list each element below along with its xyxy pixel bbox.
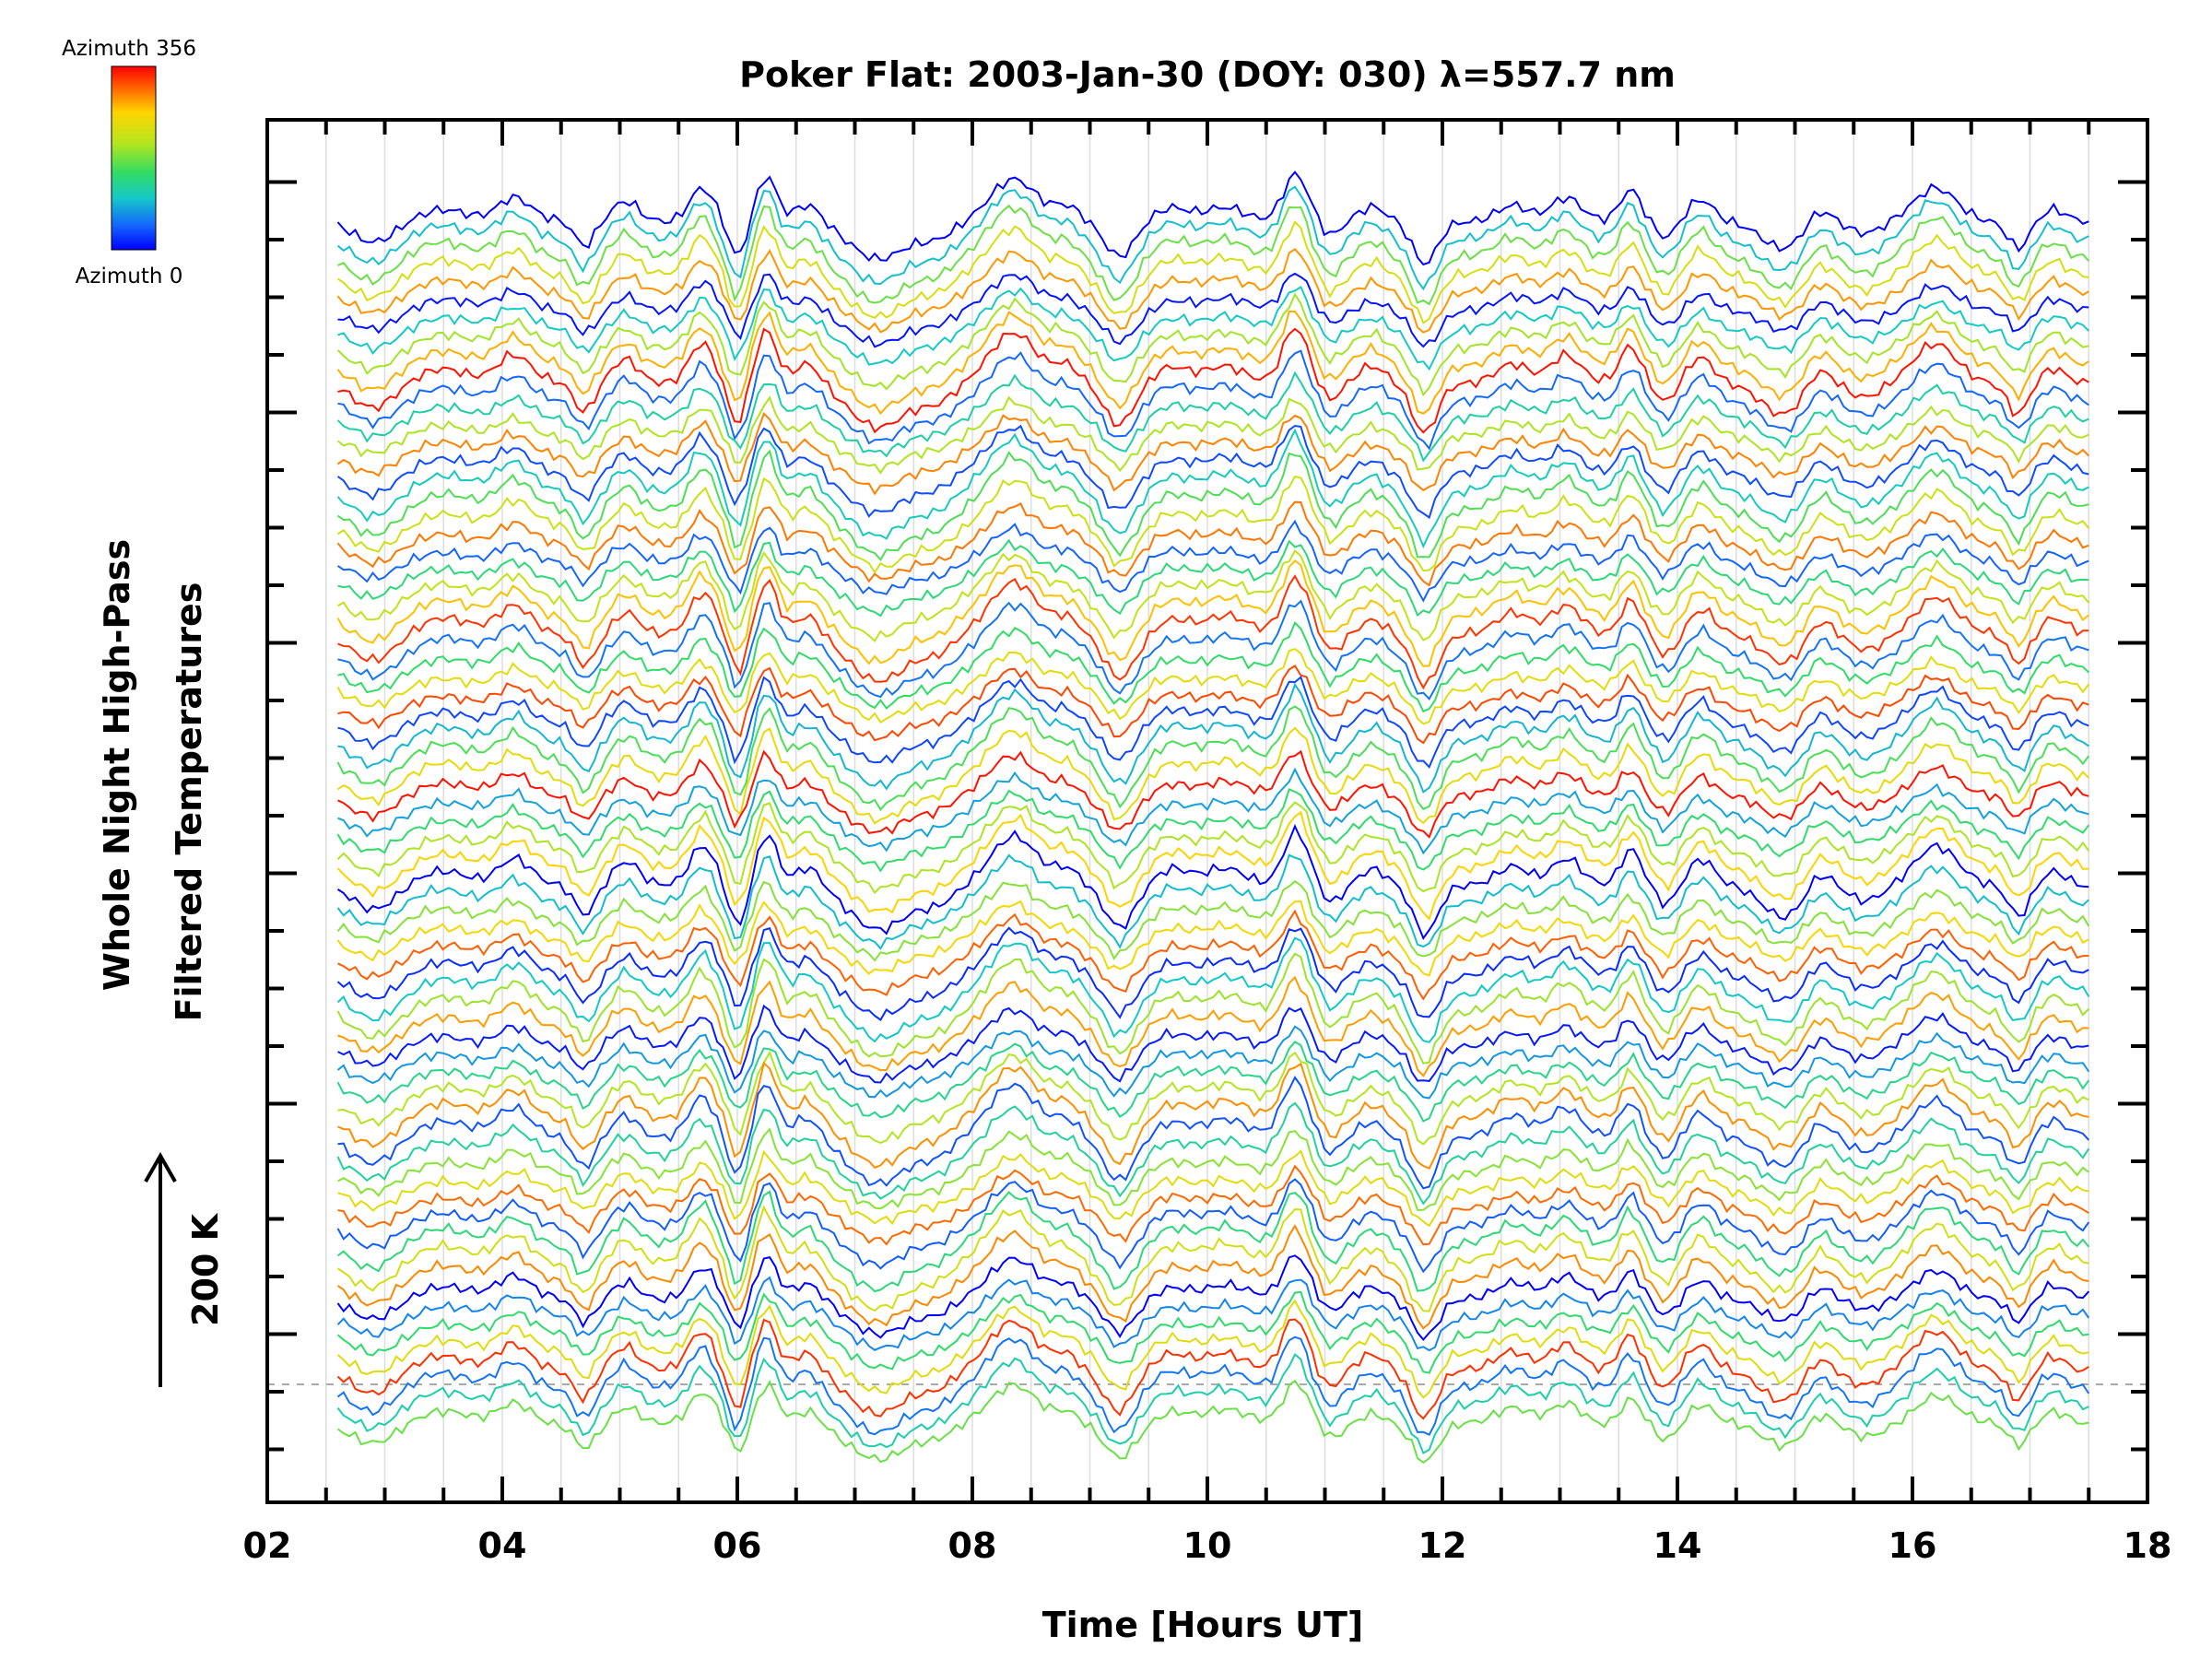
x-tick-label: 10 <box>1183 1525 1232 1566</box>
temperature-trace <box>337 285 2090 371</box>
temperature-trace <box>336 428 2089 549</box>
x-tick-labels: 02 04 06 08 10 12 14 16 18 <box>243 1525 2172 1566</box>
y-axis-label-line2: Filtered Temperatures <box>169 582 209 1022</box>
x-tick-label: 16 <box>1888 1525 1937 1566</box>
temperature-trace <box>336 788 2090 873</box>
x-tick-label: 04 <box>478 1525 527 1566</box>
temperature-trace <box>336 1205 2089 1312</box>
temperature-trace <box>336 475 2090 574</box>
temperature-trace <box>337 272 2089 348</box>
temperature-trace <box>336 424 2089 520</box>
temperature-trace <box>336 1335 2090 1437</box>
temperature-trace <box>337 975 2089 1077</box>
x-tick-label: 08 <box>948 1525 997 1566</box>
temperature-trace <box>336 647 2090 725</box>
temperature-trace <box>336 220 2089 324</box>
temperature-trace <box>337 665 2089 745</box>
temperature-trace <box>336 395 2089 475</box>
scale-arrowhead-icon <box>144 1151 177 1182</box>
temperature-trace <box>336 1353 2089 1454</box>
temperature-trace <box>337 675 2089 769</box>
temperature-trace <box>336 1379 2089 1465</box>
temperature-traces <box>336 171 2090 1465</box>
temperature-trace <box>336 810 2089 921</box>
axis-ticks <box>265 120 2149 1502</box>
temperature-trace <box>336 879 2090 962</box>
temperature-trace <box>336 801 2090 895</box>
colorbar-bottom-label: Azimuth 0 <box>76 265 183 288</box>
temperature-trace <box>336 310 2089 416</box>
temperature-trace <box>336 1178 2090 1274</box>
colorbar-gradient <box>111 65 157 251</box>
temperature-trace <box>337 909 2089 1001</box>
temperature-trace <box>336 248 2089 334</box>
temperature-trace <box>336 726 2090 825</box>
temperature-trace <box>337 204 2090 306</box>
temperature-trace <box>336 1254 2090 1342</box>
temperature-trace <box>336 1041 2090 1123</box>
x-axis-label: Time [Hours UT] <box>1042 1605 1364 1645</box>
temperature-trace <box>336 1101 2090 1206</box>
temperature-trace <box>336 1299 2089 1399</box>
temperature-trace <box>336 1190 2090 1293</box>
temperature-trace <box>336 371 2089 463</box>
temperature-trace <box>337 599 2089 700</box>
temperature-trace <box>337 621 2090 713</box>
scale-bar: 200 K <box>144 1151 226 1387</box>
chart-title: Poker Flat: 2003-Jan-30 (DOY: 030) λ=557… <box>739 54 1676 95</box>
x-tick-label: 06 <box>713 1525 762 1566</box>
temperature-trace <box>336 1318 2089 1420</box>
temperature-trace <box>336 292 2089 397</box>
temperature-trace <box>336 171 2089 266</box>
temperature-trace <box>336 705 2090 812</box>
temperature-trace <box>337 538 2089 618</box>
temperature-trace <box>336 559 2089 667</box>
temperature-trace <box>336 936 2090 1043</box>
temperature-trace <box>337 1127 2089 1211</box>
temperature-trace <box>336 411 2090 496</box>
x-tick-label: 14 <box>1653 1525 1702 1566</box>
x-tick-label: 18 <box>2124 1525 2172 1566</box>
temperature-trace <box>336 952 2090 1065</box>
y-axis-label-line1: Whole Night High-Pass <box>97 539 137 991</box>
temperature-trace <box>336 1224 2089 1330</box>
temperature-trace <box>337 682 2089 794</box>
temperature-trace <box>337 349 2089 451</box>
temperature-trace <box>337 1076 2090 1190</box>
temperature-trace <box>337 1149 2089 1228</box>
temperature-trace <box>336 900 2089 977</box>
temperature-trace <box>336 519 2089 603</box>
colorbar: Azimuth 356 Azimuth 0 <box>62 37 196 288</box>
temperature-trace <box>337 1164 2089 1246</box>
temperature-trace <box>336 926 2089 1021</box>
temperature-trace <box>337 327 2089 434</box>
temperature-trace <box>336 449 2089 562</box>
temperature-trace <box>337 1061 2089 1170</box>
temperature-trace <box>337 767 2089 855</box>
temperature-trace <box>337 574 2089 690</box>
x-tick-label: 12 <box>1418 1525 1467 1566</box>
temperature-trace <box>337 1004 2089 1084</box>
temperature-trace <box>337 1050 2089 1146</box>
temperature-trace <box>336 185 2089 291</box>
temperature-trace <box>337 549 2090 642</box>
scale-label: 200 K <box>185 1212 226 1326</box>
colorbar-top-label: Azimuth 356 <box>62 37 196 61</box>
temperature-trace <box>336 1276 2090 1352</box>
temperature-trace <box>336 853 2089 950</box>
temperature-trace <box>336 1025 2090 1100</box>
x-tick-label: 02 <box>243 1525 292 1566</box>
temperature-trace <box>336 500 2089 587</box>
temperature-trace <box>337 749 2089 840</box>
temperature-trace <box>336 823 2089 940</box>
temperature-trace <box>336 1290 2089 1374</box>
